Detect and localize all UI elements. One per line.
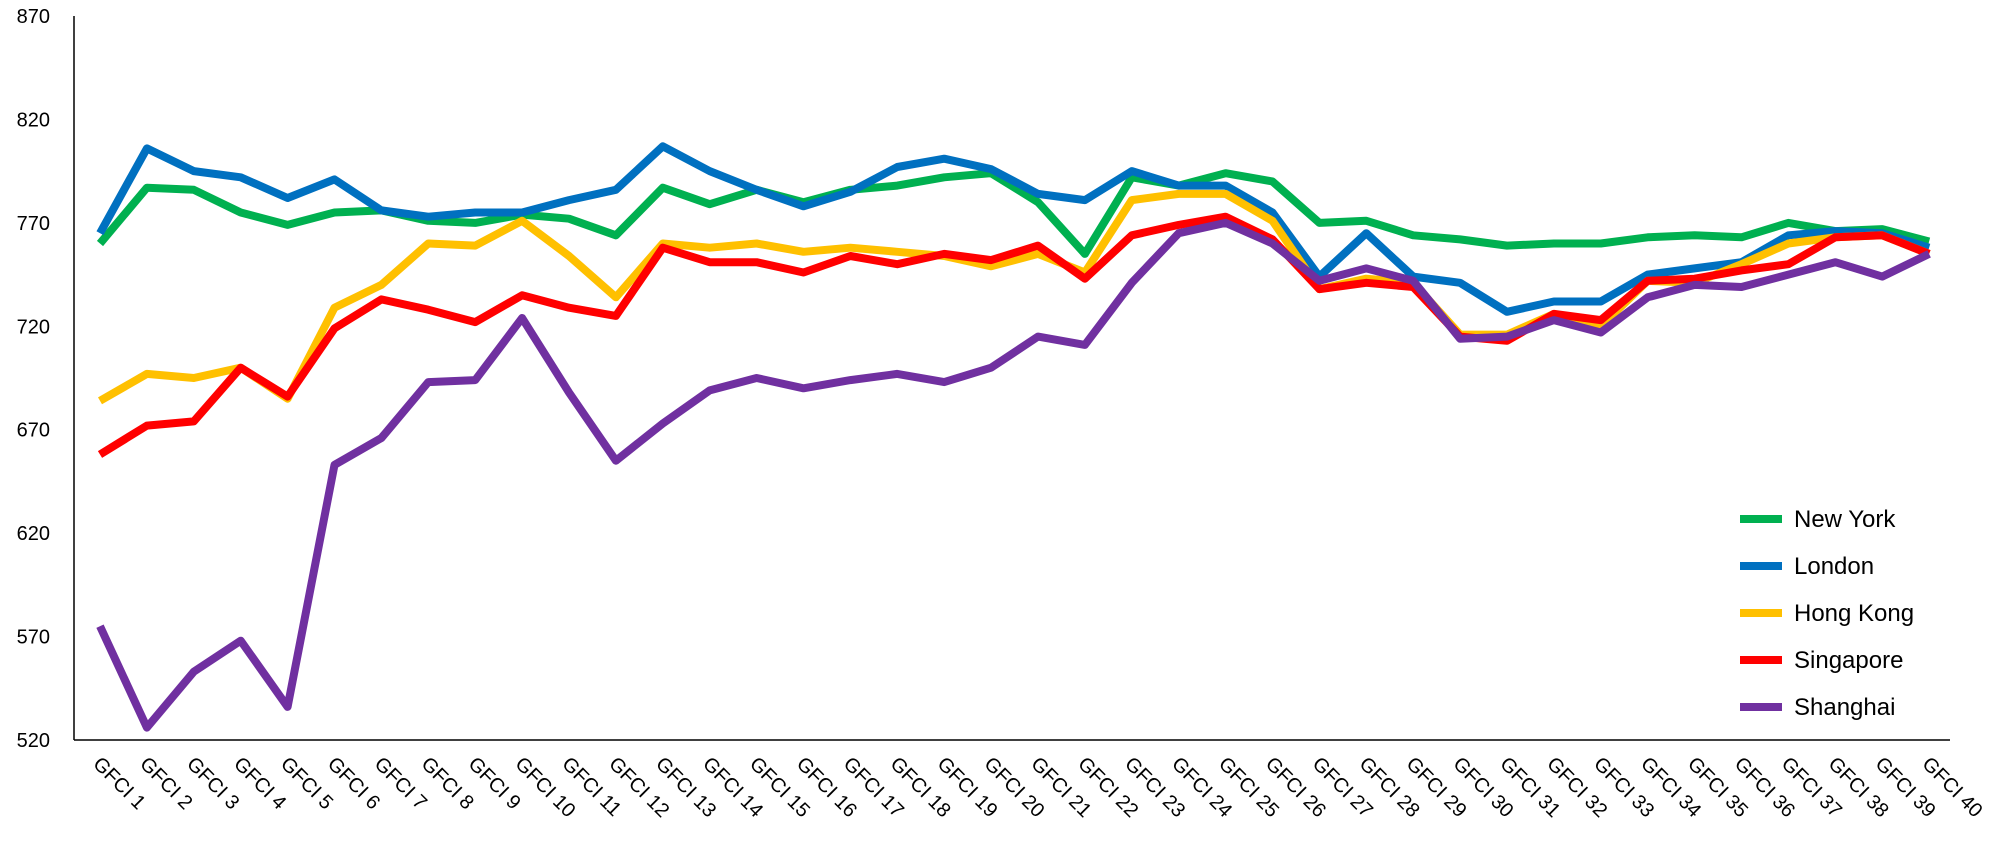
legend-label: Shanghai: [1794, 694, 1895, 721]
series-line-singapore: [97, 212, 1931, 458]
y-tick-label: 870: [17, 6, 50, 28]
plot-series-lines: [96, 142, 1931, 732]
legend-label: London: [1794, 553, 1874, 580]
series-line-london: [96, 142, 1931, 316]
y-tick-label: 520: [17, 730, 50, 752]
legend-label: Singapore: [1794, 647, 1903, 674]
y-tick-label: 620: [17, 523, 50, 545]
y-tick-label: 670: [17, 420, 50, 442]
y-tick-label: 720: [17, 316, 50, 338]
series-line-shanghai: [96, 218, 1931, 732]
legend: New York London Hong Kong Singapore Shanghai: [1740, 506, 1914, 721]
legend-label: Hong Kong: [1794, 600, 1914, 627]
y-axis-ticks: 520 570 620 670 720 770 820 870: [17, 6, 50, 752]
legend-label: New York: [1794, 506, 1896, 533]
y-tick-label: 570: [17, 627, 50, 649]
y-tick-label: 770: [17, 213, 50, 235]
y-tick-label: 820: [17, 109, 50, 131]
